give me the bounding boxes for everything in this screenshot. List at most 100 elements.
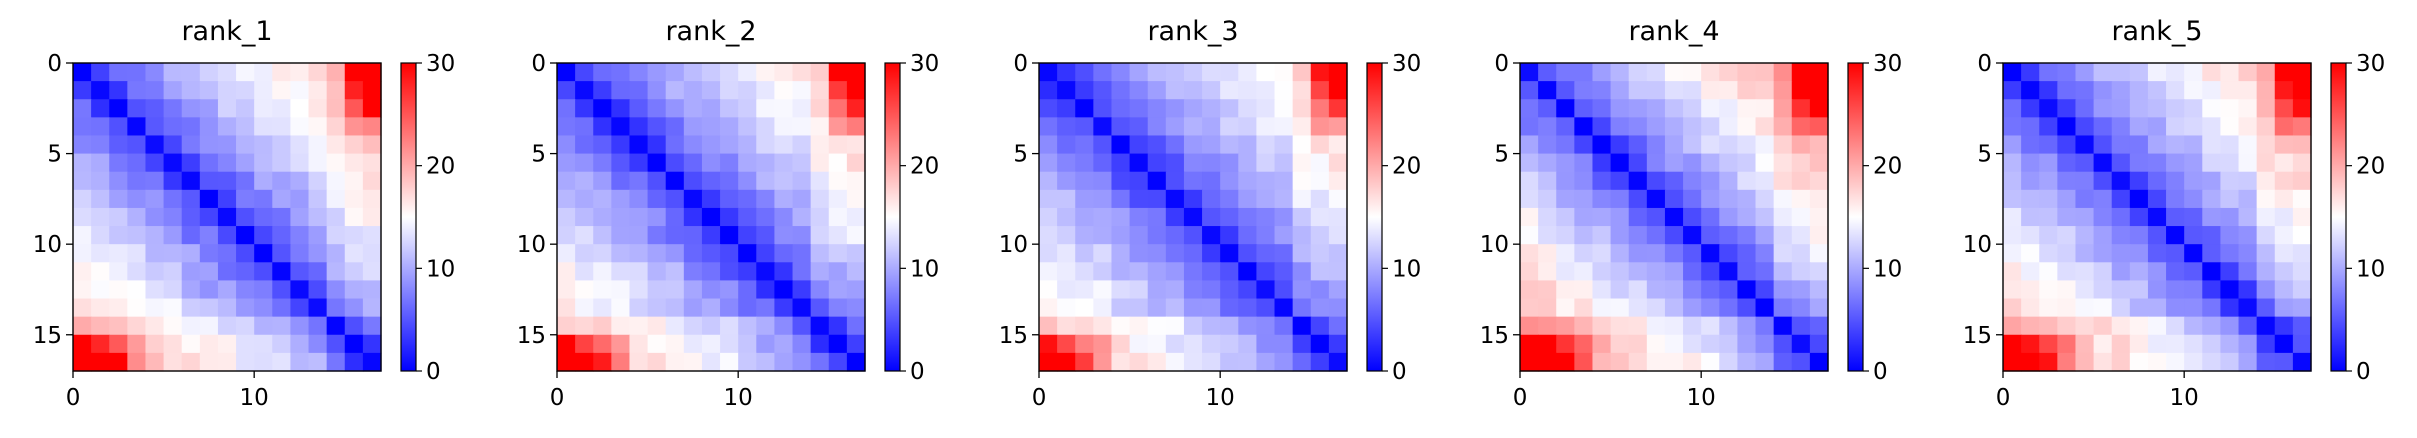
heatmap-cell xyxy=(2184,352,2203,372)
heatmap-cell xyxy=(2220,153,2240,173)
heatmap-cell xyxy=(1310,171,1330,191)
heatmap-cells xyxy=(557,63,866,372)
heatmap-cell xyxy=(1737,153,1757,173)
heatmap-cell xyxy=(2039,153,2058,173)
heatmap-cell xyxy=(2256,280,2276,300)
heatmap-cell xyxy=(774,63,794,82)
heatmap-cell xyxy=(1773,99,1793,118)
heatmap-cell xyxy=(593,280,612,300)
heatmap-cell xyxy=(1274,226,1294,245)
heatmap-cell xyxy=(1520,244,1539,263)
heatmap-cell xyxy=(163,244,183,263)
heatmap-cell xyxy=(1556,334,1575,354)
heatmap-cell xyxy=(290,262,310,282)
heatmap-cell xyxy=(1165,171,1185,191)
heatmap-cell xyxy=(1610,316,1630,336)
heatmap-cell xyxy=(2075,153,2095,173)
heatmap-cell xyxy=(720,352,739,372)
heatmap-cell xyxy=(2220,280,2240,300)
heatmap-cell xyxy=(1057,81,1076,100)
heatmap-cell xyxy=(145,135,165,155)
heatmap-cell xyxy=(2184,63,2203,82)
heatmap-cell xyxy=(1737,81,1757,100)
heatmap-cell xyxy=(2166,334,2185,354)
heatmap-cell xyxy=(1256,262,1276,282)
heatmap-cell xyxy=(2184,153,2203,173)
heatmap-cell xyxy=(1111,352,1131,372)
heatmap-cell xyxy=(557,316,576,336)
heatmap-cell xyxy=(1129,244,1149,263)
heatmap-cell xyxy=(2238,117,2258,137)
heatmap-cell xyxy=(1129,189,1149,209)
heatmap-cell xyxy=(199,99,219,118)
heatmap-cell xyxy=(738,262,757,282)
heatmap-cell xyxy=(738,63,757,82)
heatmap-cell xyxy=(1075,280,1094,300)
heatmap-cell xyxy=(1292,226,1312,245)
heatmap-cell xyxy=(2129,262,2149,282)
heatmap-cell xyxy=(1039,81,1058,100)
heatmap-cell xyxy=(1075,334,1094,354)
heatmap-cell xyxy=(2147,117,2167,137)
heatmap-cell xyxy=(1202,226,1221,245)
heatmap-cell xyxy=(1610,244,1630,263)
heatmap-cell xyxy=(1737,207,1757,227)
heatmap-cell xyxy=(665,189,685,209)
heatmap-cell xyxy=(272,352,292,372)
heatmap-cell xyxy=(1111,207,1131,227)
heatmap-cell xyxy=(575,316,594,336)
heatmap-cell xyxy=(1556,81,1575,100)
heatmap-cell xyxy=(1093,171,1113,191)
heatmap-cell xyxy=(272,117,292,137)
heatmap-cell xyxy=(2129,81,2149,100)
heatmap-cell xyxy=(1791,99,1811,118)
heatmap-cell xyxy=(557,207,576,227)
heatmap-cell xyxy=(344,244,364,263)
heatmap-cell xyxy=(2238,244,2258,263)
heatmap-cell xyxy=(738,171,757,191)
heatmap-cell xyxy=(109,171,128,191)
heatmap-cell xyxy=(1755,81,1775,100)
heatmap-cell xyxy=(1111,99,1131,118)
heatmap-cell xyxy=(1791,189,1811,209)
heatmap-cell xyxy=(2057,280,2077,300)
heatmap-cell xyxy=(127,244,147,263)
heatmap-cell xyxy=(1701,280,1720,300)
heatmap-cell xyxy=(217,117,237,137)
y-tick-label: 10 xyxy=(999,232,1028,258)
heatmap-cell xyxy=(2093,81,2113,100)
heatmap-cell xyxy=(2292,207,2312,227)
heatmap-cell xyxy=(163,81,183,100)
heatmap-cell xyxy=(236,117,255,137)
heatmap-cell xyxy=(738,226,757,245)
heatmap-cell xyxy=(2202,171,2222,191)
heatmap-cell xyxy=(774,226,794,245)
heatmap-cell xyxy=(344,81,364,100)
heatmap-cell xyxy=(1238,99,1258,118)
heatmap-cell xyxy=(145,81,165,100)
heatmap-cell xyxy=(344,207,364,227)
heatmap-cell xyxy=(1328,135,1348,155)
heatmap-cell xyxy=(145,207,165,227)
heatmap-cell xyxy=(1755,244,1775,263)
heatmap-cell xyxy=(2184,316,2203,336)
heatmap-cell xyxy=(720,207,739,227)
heatmap-cell xyxy=(593,226,612,245)
heatmap-cell xyxy=(254,334,273,354)
heatmap-cell xyxy=(1075,244,1094,263)
colorbar-frame xyxy=(1847,62,1864,372)
heatmap-cell xyxy=(575,135,594,155)
heatmap-cell xyxy=(2093,207,2113,227)
heatmap-cell xyxy=(2147,135,2167,155)
x-tick-label: 0 xyxy=(66,385,81,411)
colorbar xyxy=(401,63,416,371)
heatmap-cell xyxy=(2057,226,2077,245)
heatmap-cell xyxy=(290,135,310,155)
heatmap-cell xyxy=(629,63,649,82)
heatmap-cell xyxy=(1664,81,1684,100)
heatmap-cell xyxy=(2039,135,2058,155)
heatmap-cell xyxy=(1538,334,1557,354)
heatmap-cell xyxy=(1610,171,1630,191)
heatmap-cells xyxy=(1039,63,1348,372)
